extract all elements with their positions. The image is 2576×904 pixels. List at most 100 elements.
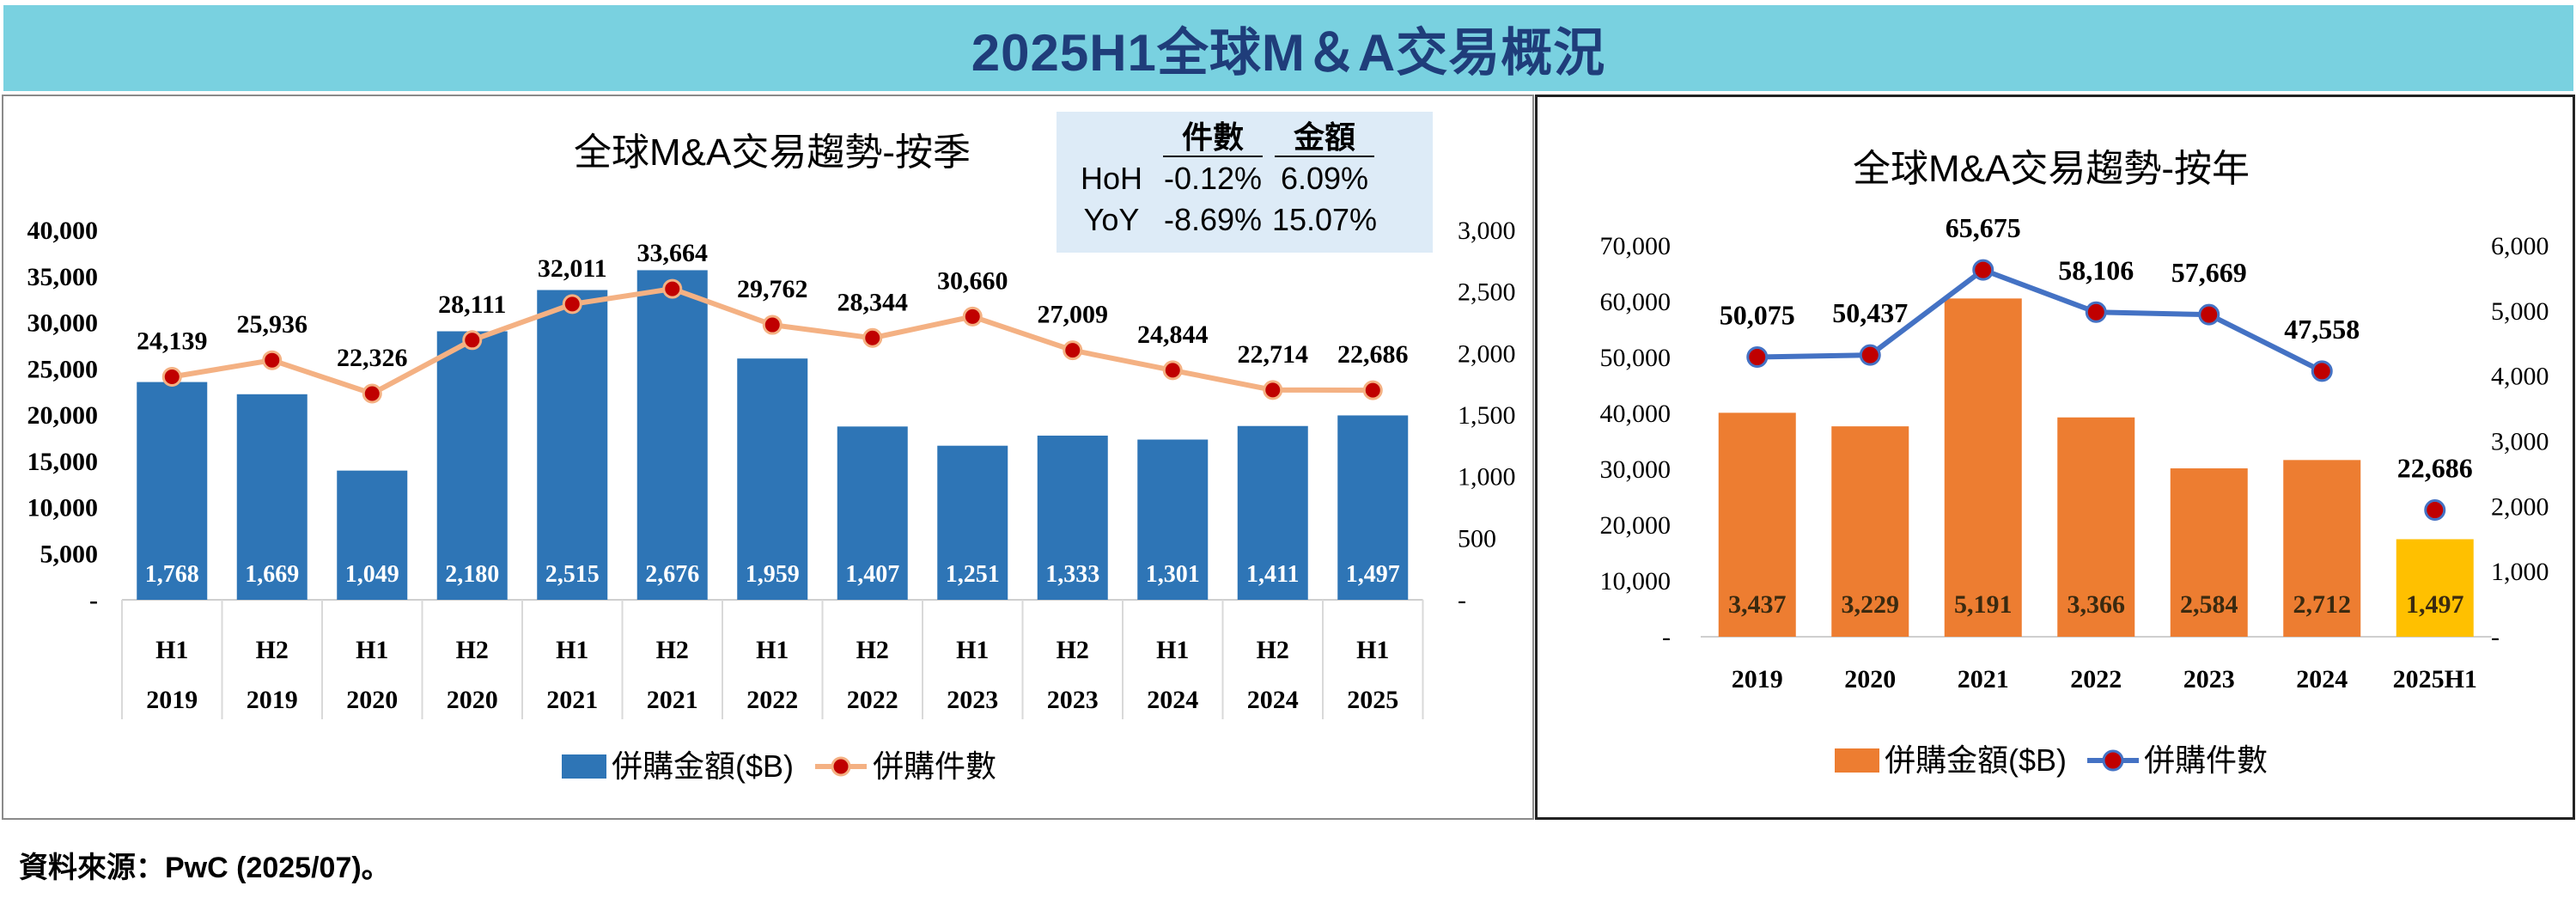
x-period-label: H1: [756, 636, 789, 664]
stats-cell: 15.07%: [1272, 202, 1377, 237]
legend-swatch-amount: [562, 754, 606, 779]
bar-value-label: 3,229: [1842, 590, 1900, 619]
left-axis-tick: 35,000: [27, 263, 99, 291]
x-period-label: H1: [1156, 636, 1189, 664]
left-axis-tick: 10,000: [1600, 567, 1672, 596]
legend-label-amount: 併購金額($B): [1885, 742, 2067, 778]
left-axis-tick: 40,000: [1600, 400, 1672, 428]
bar-value-label: 2,515: [545, 561, 600, 588]
chart-title: 全球M&A交易趨勢-按季: [574, 131, 971, 174]
x-period-label: H1: [556, 636, 588, 664]
x-year-label: 2019: [146, 686, 198, 714]
right-axis-tick: 6,000: [2491, 232, 2549, 260]
right-axis-tick: 3,000: [2491, 428, 2549, 456]
x-period-label: H1: [1356, 636, 1389, 664]
deal-count-label: 24,844: [1137, 321, 1209, 349]
right-axis-tick: 2,000: [1458, 339, 1516, 368]
deal-count-label: 57,669: [2171, 257, 2247, 288]
legend-swatch-amount: [1835, 748, 1879, 773]
stats-table-bg: [1057, 112, 1433, 253]
quarterly-chart: 全球M&A交易趨勢-按季 - 5,000 10,000 15,000 20,000 25,0…: [27, 112, 1516, 784]
bar-value-label: 1,333: [1045, 561, 1099, 588]
bar-value-label: 1,049: [345, 561, 399, 588]
x-period-label: H1: [956, 636, 989, 664]
bar-value-label: 2,180: [445, 561, 499, 588]
bar-value-label: 1,411: [1246, 561, 1299, 588]
right-axis-tick: 3,000: [1458, 217, 1516, 245]
deal-count-label: 30,660: [937, 266, 1008, 295]
deal-count-marker: [1362, 380, 1383, 400]
deal-count-line: [1757, 266, 2323, 374]
left-axis-tick: 30,000: [1600, 455, 1672, 484]
deal-count-label: 28,344: [837, 288, 909, 316]
amount-bar: [337, 470, 408, 600]
x-period-label: H2: [456, 636, 489, 664]
right-axis-tick: 5,000: [2491, 297, 2549, 326]
x-period-label: H2: [856, 636, 889, 664]
left-axis-tick: 5,000: [40, 540, 99, 568]
amount-bar: [737, 358, 808, 600]
bar-value-label: 1,251: [946, 561, 1000, 588]
left-axis-tick: -: [89, 586, 98, 614]
amount-bar: [1831, 426, 1909, 637]
deal-count-marker: [362, 383, 382, 404]
yearly-chart-panel: 全球M&A交易趨勢-按年 - 10,000 20,000 30,000 40,000 50,…: [1535, 95, 2575, 820]
deal-count-marker: [962, 306, 983, 327]
deal-count-label: 33,664: [637, 239, 709, 267]
right-axis-tick: 4,000: [2491, 363, 2549, 391]
deal-count-marker: [462, 330, 483, 351]
x-year-label: 2019: [247, 686, 298, 714]
amount-bar: [1944, 298, 2022, 637]
x-category-label: 2022: [2070, 665, 2122, 693]
amount-bar-highlight: [2396, 539, 2474, 637]
stats-cell: -0.12%: [1164, 161, 1262, 196]
deal-count-label: 24,139: [137, 327, 208, 356]
x-year-label: 2020: [447, 686, 498, 714]
x-period-label: H2: [1057, 636, 1089, 664]
stats-cell: HoH: [1081, 161, 1142, 196]
right-axis-tick: 1,000: [1458, 463, 1516, 492]
deal-count-marker: [161, 367, 182, 388]
deal-count-marker: [262, 350, 283, 370]
bar-value-label: 5,191: [1954, 590, 2013, 619]
deal-count-label: 32,011: [538, 254, 607, 283]
bar-value-label: 1,301: [1146, 561, 1200, 588]
x-year-label: 2024: [1247, 686, 1299, 714]
x-category-label: 2023: [2183, 665, 2235, 693]
amount-bar: [2170, 468, 2248, 637]
bar-value-label: 1,497: [1346, 561, 1400, 588]
bar-value-label: 2,676: [645, 561, 699, 588]
deal-count-marker: [662, 278, 683, 299]
amount-bar: [937, 445, 1008, 600]
bar-value-label: 1,959: [746, 561, 800, 588]
deal-count-label: 27,009: [1038, 301, 1109, 329]
amount-bar: [1237, 425, 1308, 600]
x-period-label: H2: [256, 636, 289, 664]
bar-value-label: 1,669: [245, 561, 299, 588]
source-note: 資料來源：PwC (2025/07)。: [19, 852, 391, 884]
left-axis-tick: 60,000: [1600, 288, 1672, 316]
legend-label-amount: 併購金額($B): [612, 748, 794, 784]
bar-value-label: 3,437: [1728, 590, 1787, 619]
x-year-label: 2025: [1347, 686, 1398, 714]
deal-count-label: 22,714: [1238, 340, 1309, 369]
stats-header-cell: 金額: [1293, 119, 1355, 155]
amount-bar: [436, 331, 508, 600]
legend-marker-count: [831, 756, 851, 777]
x-period-label: H2: [1257, 636, 1289, 664]
amount-bar: [837, 426, 908, 600]
right-axis-tick: 2,000: [2491, 492, 2549, 521]
deal-count-marker: [1063, 340, 1083, 361]
amount-bar: [2283, 460, 2361, 637]
deal-count-marker: [862, 327, 883, 348]
x-year-label: 2021: [647, 686, 698, 714]
amount-bar: [137, 382, 208, 600]
deal-count-label: 22,686: [1337, 340, 1409, 369]
right-axis-tick: 1,000: [2491, 558, 2549, 586]
bar-value-label: 1,497: [2406, 590, 2464, 619]
deal-count-label: 28,111: [438, 290, 506, 319]
x-year-label: 2022: [746, 686, 798, 714]
right-axis-tick: 2,500: [1458, 278, 1516, 307]
chart-title: 全球M&A交易趨勢-按年: [1853, 148, 2250, 190]
left-axis-tick: 20,000: [27, 401, 99, 430]
